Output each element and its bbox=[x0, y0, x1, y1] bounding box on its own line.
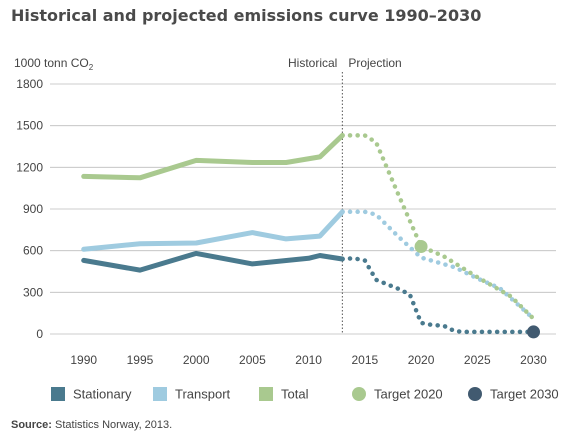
target-2030-legend-swatch bbox=[468, 387, 482, 401]
x-tick-label-2015: 2015 bbox=[351, 353, 378, 367]
total-historical-line bbox=[81, 132, 345, 181]
total-legend-label: Total bbox=[281, 387, 309, 402]
stationary-legend-label: Stationary bbox=[73, 387, 132, 402]
x-tick-label-2020: 2020 bbox=[408, 353, 435, 367]
y-axis-label-subscript: 2 bbox=[89, 63, 94, 72]
transport-legend-label: Transport bbox=[175, 387, 231, 402]
x-tick-label-2005: 2005 bbox=[239, 353, 266, 367]
historical-label: Historical bbox=[288, 56, 337, 70]
y-tick-label-1200: 1200 bbox=[16, 160, 43, 174]
total-legend-swatch bbox=[259, 387, 273, 401]
stationary-projection-line bbox=[340, 256, 536, 335]
x-tick-label-2010: 2010 bbox=[295, 353, 322, 367]
x-tick-label-2030: 2030 bbox=[520, 353, 547, 367]
y-axis-label: 1000 tonn CO2 bbox=[14, 56, 94, 72]
y-tick-label-1500: 1500 bbox=[16, 119, 43, 133]
total-projection-line bbox=[340, 133, 536, 321]
grid-lines bbox=[50, 83, 556, 335]
source-label: Source: bbox=[11, 419, 52, 431]
y-axis-label-main: 1000 tonn CO bbox=[14, 56, 89, 70]
x-tick-label-1990: 1990 bbox=[70, 353, 97, 367]
y-tick-label-600: 600 bbox=[23, 244, 43, 258]
stationary-historical-line bbox=[81, 250, 345, 273]
target-2020-legend-label: Target 2020 bbox=[374, 387, 443, 402]
transport-legend-swatch bbox=[153, 387, 167, 401]
legend: Stationary Transport Total Target 2020 Targe… bbox=[51, 387, 559, 402]
y-tick-label-1800: 1800 bbox=[16, 77, 43, 91]
target-2030-marker bbox=[527, 325, 541, 339]
y-tick-labels: 0 300 600 900 1200 1500 1800 bbox=[16, 77, 43, 341]
chart-title: Historical and projected emissions curve… bbox=[11, 6, 482, 25]
target-2030-legend-label: Target 2030 bbox=[490, 387, 559, 402]
x-tick-label-1995: 1995 bbox=[127, 353, 154, 367]
x-tick-labels: 1990 1995 2000 2005 2010 2015 2020 2025 2030 bbox=[70, 353, 547, 367]
x-tick-label-2025: 2025 bbox=[464, 353, 491, 367]
y-tick-label-900: 900 bbox=[23, 202, 43, 216]
transport-projection-line bbox=[340, 209, 536, 321]
stationary-legend-swatch bbox=[51, 387, 65, 401]
transport-historical-line bbox=[81, 209, 345, 252]
projection-label: Projection bbox=[348, 56, 401, 70]
target-2020-marker bbox=[414, 240, 428, 253]
source-text: Statistics Norway, 2013. bbox=[55, 419, 173, 431]
target-2020-legend-swatch bbox=[352, 387, 366, 401]
x-tick-label-2000: 2000 bbox=[183, 353, 210, 367]
target-markers bbox=[414, 240, 541, 339]
series-lines bbox=[81, 132, 536, 335]
y-tick-label-300: 300 bbox=[23, 285, 43, 299]
y-tick-label-0: 0 bbox=[36, 327, 43, 341]
source-note: Source: Statistics Norway, 2013. bbox=[11, 419, 172, 431]
